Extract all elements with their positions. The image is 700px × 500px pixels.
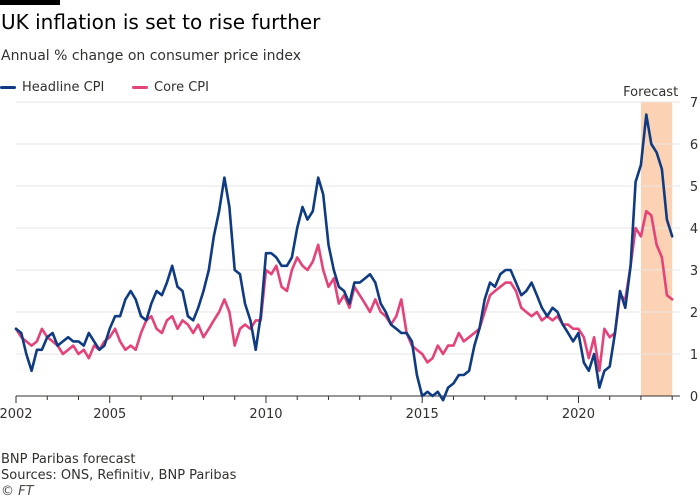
y-tick-label: 4 — [690, 222, 698, 237]
y-tick-label: 7 — [690, 96, 698, 111]
x-tick-label: 2020 — [562, 407, 595, 422]
legend-swatch-headline — [0, 86, 16, 89]
line-chart: Forecast 0 1 2 3 4 5 6 7 2002 2005 2010 2015 2020 — [0, 85, 698, 422]
x-tick-label: 2010 — [249, 407, 282, 422]
legend-label-headline: Headline CPI — [22, 80, 105, 95]
x-tick-label: 2015 — [406, 407, 439, 422]
y-tick-label: 6 — [690, 138, 698, 153]
y-tick-label: 0 — [690, 390, 698, 405]
legend-item-core-cpi: Core CPI — [132, 80, 209, 95]
y-tick-label: 3 — [690, 264, 698, 279]
footer-sources: Sources: ONS, Refinitiv, BNP Paribas — [1, 468, 237, 483]
y-tick-label: 5 — [690, 180, 698, 195]
forecast-band — [640, 102, 673, 396]
series-line-headline-cpi — [14, 113, 674, 402]
x-tick-label: 2002 — [0, 407, 33, 422]
y-tick-label: 1 — [690, 348, 698, 363]
x-tick-label: 2005 — [93, 407, 126, 422]
footer-copyright: © FT — [1, 484, 34, 499]
chart-subtitle: Annual % change on consumer price index — [1, 48, 302, 64]
forecast-label: Forecast — [623, 85, 678, 100]
brand-bar — [0, 0, 60, 5]
chart-title: UK inflation is set to rise further — [1, 10, 321, 34]
legend-swatch-core — [132, 86, 148, 89]
footer-note: BNP Paribas forecast — [1, 452, 136, 467]
y-tick-label: 2 — [690, 306, 698, 321]
legend-item-headline-cpi: Headline CPI — [0, 80, 104, 95]
legend-label-core: Core CPI — [154, 80, 209, 95]
